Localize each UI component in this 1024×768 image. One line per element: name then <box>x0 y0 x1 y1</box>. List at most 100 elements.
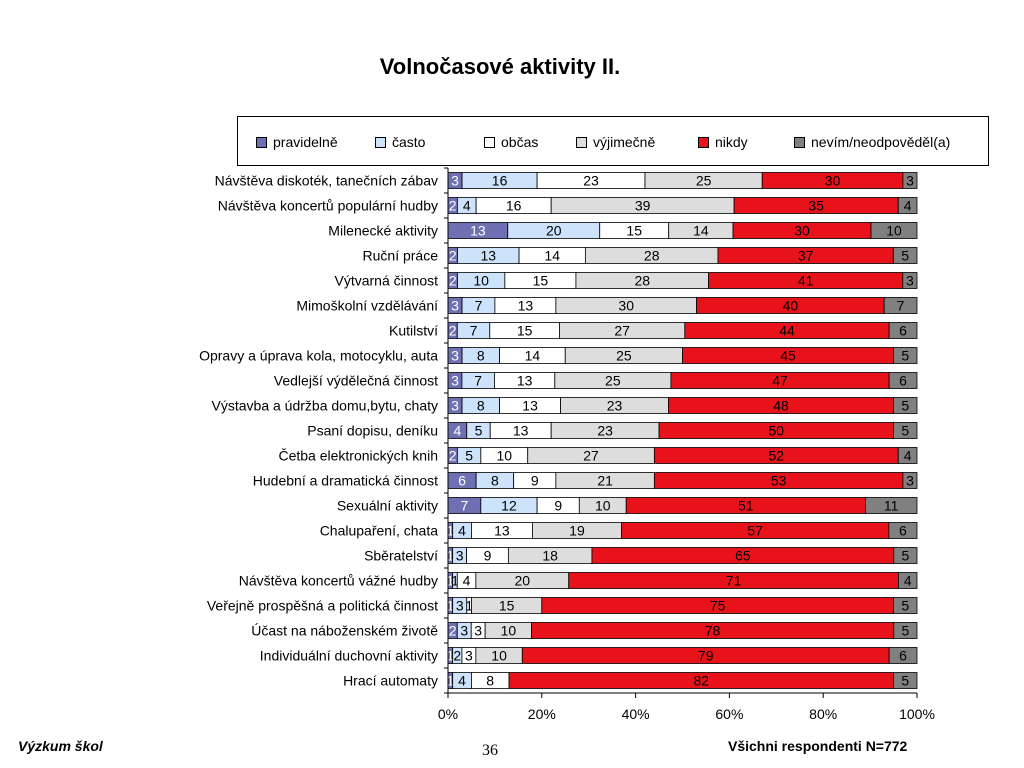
data-label: 52 <box>769 448 785 464</box>
category-label: Návštěva diskoték, tanečních zábav <box>215 173 438 189</box>
data-label: 2 <box>449 273 457 289</box>
data-label: 23 <box>607 398 623 414</box>
category-label: Kutilství <box>389 323 438 339</box>
data-label: 23 <box>597 423 613 439</box>
data-label: 3 <box>906 473 914 489</box>
data-label: 51 <box>738 498 754 514</box>
data-label: 44 <box>779 323 795 339</box>
x-tick-label: 60% <box>715 706 743 722</box>
legend-swatch <box>576 136 587 148</box>
data-label: 7 <box>897 298 905 314</box>
category-label: Návštěva koncertů populární hudby <box>218 198 438 214</box>
data-label: 75 <box>710 598 726 614</box>
data-label: 13 <box>518 298 534 314</box>
x-tick-label: 20% <box>528 706 556 722</box>
data-label: 3 <box>451 173 459 189</box>
data-label: 10 <box>501 623 517 639</box>
bar-segment <box>888 522 918 539</box>
data-label: 11 <box>884 498 899 514</box>
bar-segment <box>893 622 918 639</box>
chart-title: Volnočasové aktivity II. <box>379 54 621 79</box>
legend-item-3: výjimečně <box>576 133 655 151</box>
data-label: 5 <box>475 423 483 439</box>
data-label: 2 <box>449 198 457 214</box>
data-label: 3 <box>451 298 459 314</box>
data-label: 25 <box>696 173 712 189</box>
data-label: 3 <box>460 623 468 639</box>
category-label: Hudební a dramatická činnost <box>253 473 438 489</box>
data-label: 3 <box>451 398 459 414</box>
category-label: Milenecké aktivity <box>328 223 438 239</box>
data-label: 2 <box>449 448 457 464</box>
footer-source: Výzkum škol <box>18 738 103 754</box>
data-label: 27 <box>583 448 599 464</box>
data-label: 7 <box>461 498 469 514</box>
category-label: Účast na náboženském životě <box>251 623 438 639</box>
data-label: 65 <box>735 548 751 564</box>
category-label: Četba elektronických knih <box>278 448 438 464</box>
data-label: 27 <box>614 323 630 339</box>
data-label: 5 <box>465 448 473 464</box>
data-label: 2 <box>453 648 461 664</box>
data-label: 14 <box>544 248 560 264</box>
legend-label: nikdy <box>715 134 748 150</box>
data-label: 9 <box>554 498 562 514</box>
bar-segment <box>892 247 918 264</box>
x-tick-label: 0% <box>438 706 458 722</box>
data-label: 1 <box>451 573 459 589</box>
data-label: 5 <box>901 423 909 439</box>
data-label: 3 <box>451 373 459 389</box>
data-label: 30 <box>794 223 810 239</box>
data-label: 13 <box>494 523 510 539</box>
data-label: 20 <box>546 223 562 239</box>
data-label: 7 <box>475 298 483 314</box>
bar-segment <box>893 397 918 414</box>
data-label: 1 <box>465 598 473 614</box>
data-label: 4 <box>463 573 471 589</box>
bar-segment <box>888 322 918 339</box>
data-label: 2 <box>449 323 457 339</box>
data-label: 7 <box>474 373 482 389</box>
data-label: 8 <box>477 398 485 414</box>
data-label: 15 <box>517 323 533 339</box>
x-tick-label: 40% <box>622 706 650 722</box>
legend-swatch <box>484 136 495 148</box>
bar-segment <box>897 197 918 214</box>
category-label: Vedlejší výdělečná činnost <box>274 373 438 389</box>
legend-item-4: nikdy <box>698 133 748 151</box>
data-label: 15 <box>499 598 515 614</box>
bar-segment <box>897 447 918 464</box>
legend-label: pravidelně <box>273 134 338 150</box>
bar-segment <box>888 647 918 664</box>
data-label: 4 <box>904 573 912 589</box>
legend-label: často <box>392 134 426 150</box>
data-label: 12 <box>501 498 517 514</box>
data-label: 1 <box>446 598 454 614</box>
data-label: 57 <box>747 523 763 539</box>
data-label: 8 <box>491 473 499 489</box>
data-label: 28 <box>634 273 650 289</box>
category-label: Hrací automaty <box>343 673 438 689</box>
data-label: 16 <box>506 198 522 214</box>
data-label: 5 <box>901 673 909 689</box>
bar-segment <box>893 597 918 614</box>
category-label: Výstavba a údržba domu,bytu, chaty <box>212 398 438 414</box>
data-label: 5 <box>901 348 909 364</box>
bar-segment <box>893 422 918 439</box>
data-label: 82 <box>693 673 709 689</box>
x-tick-label: 80% <box>809 706 837 722</box>
legend-item-5: nevím/neodpověděl(a) <box>794 133 950 151</box>
data-label: 2 <box>449 248 457 264</box>
legend-label: občas <box>501 134 539 150</box>
data-label: 4 <box>458 523 466 539</box>
category-label: Individuální duchovní aktivity <box>260 648 438 664</box>
data-label: 13 <box>470 223 486 239</box>
data-label: 1 <box>446 673 454 689</box>
legend-label: nevím/neodpověděl(a) <box>811 134 951 150</box>
data-label: 13 <box>513 423 529 439</box>
data-label: 35 <box>808 198 824 214</box>
data-label: 3 <box>451 348 459 364</box>
data-label: 10 <box>491 648 507 664</box>
bar-segment <box>893 547 918 564</box>
bar-segment <box>865 497 918 514</box>
